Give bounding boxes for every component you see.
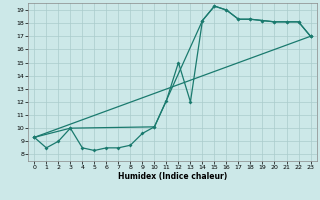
X-axis label: Humidex (Indice chaleur): Humidex (Indice chaleur) <box>118 172 227 181</box>
